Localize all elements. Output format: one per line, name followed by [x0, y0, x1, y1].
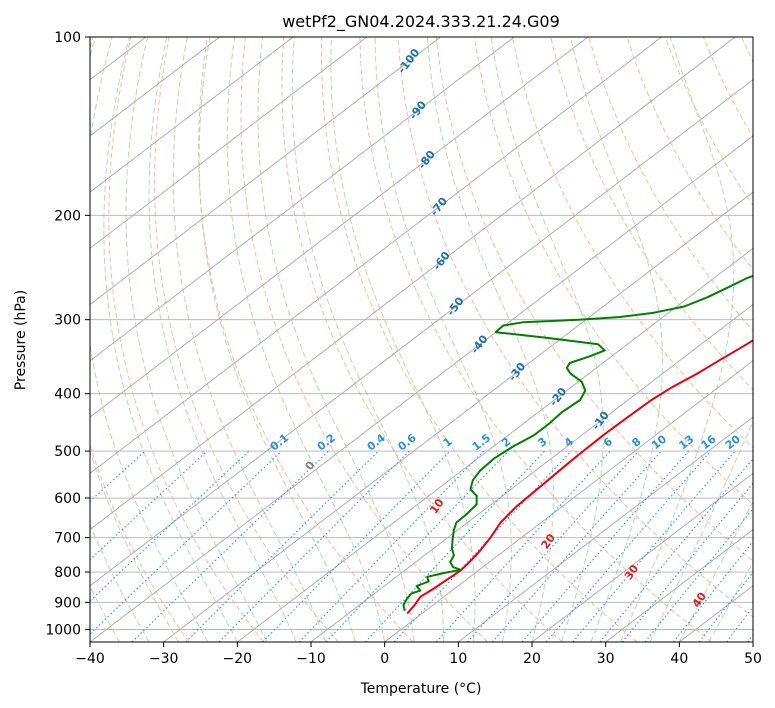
x-tick-label: −40 — [75, 651, 105, 667]
moist-adiabat-line — [649, 420, 753, 642]
moist-adiabat-line — [90, 37, 209, 642]
moist-adiabat-line — [90, 37, 179, 642]
moist-adiabat-line — [226, 37, 386, 642]
isotherm-line — [90, 135, 753, 642]
dry-adiabat-line — [108, 37, 264, 642]
x-tick-label: −20 — [223, 651, 253, 667]
dry-adiabat-line — [435, 37, 753, 562]
mixing-ratio-line — [90, 450, 208, 561]
x-tick-label: 50 — [744, 651, 762, 667]
chart-title: wetPf2_GN04.2024.333.21.24.G09 — [282, 12, 560, 32]
isotherm-line — [90, 37, 368, 249]
dry-adiabat-line — [588, 37, 753, 332]
moist-adiabat-line — [148, 37, 297, 642]
isotherm-line — [384, 360, 753, 642]
y-tick-label: 500 — [54, 444, 81, 460]
y-tick-label: 400 — [54, 387, 81, 403]
moist-adiabat-line — [490, 37, 604, 642]
mixing-ratio-line — [218, 450, 410, 642]
dry-adiabat-line — [397, 37, 753, 618]
y-tick-label: 900 — [54, 595, 81, 611]
isotherm-line — [531, 472, 753, 642]
mixing-ratio-line — [644, 507, 753, 642]
x-tick-label: −30 — [149, 651, 179, 667]
isotherm-line — [90, 79, 753, 587]
y-tick-label: 600 — [54, 491, 81, 507]
x-tick-label: 0 — [380, 651, 389, 667]
moist-adiabat-line — [90, 585, 120, 642]
dry-adiabat-line — [281, 37, 563, 642]
isotherm-line — [90, 37, 294, 193]
dry-adiabat-line — [320, 37, 638, 642]
moist-adiabat-line — [426, 37, 554, 642]
mixing-ratio-line — [572, 450, 736, 642]
isotherm-line — [90, 37, 515, 362]
dewpoint-profile-line — [402, 274, 753, 612]
moist-adiabat-line — [198, 37, 356, 642]
y-tick-label: 800 — [54, 565, 81, 581]
y-tick-label: 100 — [54, 30, 81, 46]
series-lines — [402, 274, 753, 615]
mixing-ratio-line — [90, 450, 282, 635]
y-tick-label: 200 — [54, 208, 81, 224]
moist-adiabat-line — [103, 37, 238, 642]
dry-adiabat-line — [90, 37, 190, 642]
temperature-profile-line — [406, 339, 753, 615]
mixing-ratio-line — [491, 450, 662, 642]
mixing-ratio-line — [325, 450, 509, 642]
mixing-ratio-line — [262, 450, 451, 642]
x-tick-label: 20 — [523, 651, 541, 667]
x-axis-label: Temperature (°C) — [360, 681, 482, 697]
y-axis-ticks: 100 200 300 400 500 600 700 800 900 1000 — [45, 30, 90, 638]
mixing-ratio-line — [185, 450, 379, 642]
y-axis-label: Pressure (hPa) — [13, 290, 29, 390]
mixing-ratio-line — [726, 606, 753, 642]
isotherm-line — [310, 304, 753, 642]
moist-adiabat-line — [678, 500, 753, 642]
moist-adiabat-line — [330, 37, 476, 642]
y-tick-label: 700 — [54, 531, 81, 547]
isotherm-line — [90, 37, 736, 531]
dry-adiabat-line — [240, 37, 488, 642]
mixing-ratio-line — [435, 450, 611, 642]
mixing-ratio-line — [621, 482, 753, 642]
x-tick-label: 40 — [670, 651, 688, 667]
mixing-ratio-line — [467, 450, 640, 642]
x-tick-label: 30 — [597, 651, 615, 667]
moist-adiabat-line — [570, 37, 663, 642]
moist-adiabat-line — [374, 37, 512, 642]
mixing-ratio-line — [599, 458, 753, 642]
x-axis-ticks: −40 −30 −20 −10 0 10 20 30 40 50 — [75, 642, 762, 667]
y-tick-label: 300 — [54, 313, 81, 329]
mixing-ratio-line — [298, 450, 484, 642]
isotherm-line — [237, 247, 753, 642]
x-tick-label: −10 — [296, 651, 326, 667]
moist-adiabat-line — [125, 37, 268, 642]
moist-adiabat-line — [172, 37, 327, 642]
isotherm-line — [90, 37, 662, 474]
y-tick-label: 1000 — [45, 622, 81, 638]
isotherm-line — [90, 37, 589, 418]
plot-frame — [89, 36, 754, 643]
isotherm-line — [605, 528, 753, 642]
moist-adiabat-line — [619, 37, 735, 642]
background-lines — [90, 37, 753, 642]
mixing-ratio-line — [364, 450, 546, 642]
x-tick-label: 10 — [449, 651, 467, 667]
isotherm-line — [458, 416, 753, 642]
isotherm-line — [90, 37, 441, 306]
